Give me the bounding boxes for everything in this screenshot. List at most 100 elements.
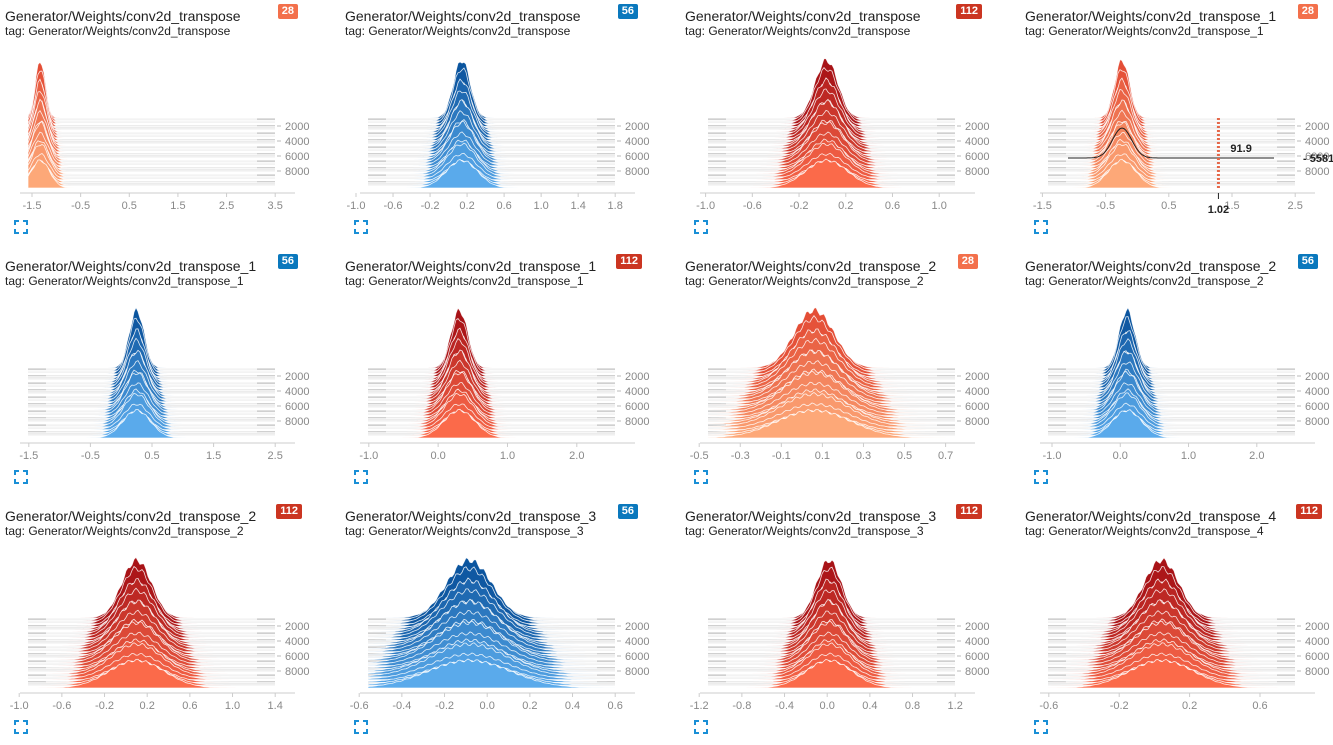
chart-title: Generator/Weights/conv2d_transpose_4 <box>1025 508 1277 524</box>
histogram-ridge <box>27 63 275 119</box>
histogram-card: Generator/Weights/conv2d_transpose_1 tag… <box>340 250 660 490</box>
histogram-plot[interactable]: 2000 4000 6000 8000 -1.0 -0.6 -0.2 0.2 0.6 1.0 1.4… <box>340 40 660 215</box>
y-tick-label: 4000 <box>965 636 989 648</box>
histogram-ridge <box>28 410 275 433</box>
fullscreen-icon[interactable] <box>14 220 28 234</box>
histogram-plot[interactable]: 2000 4000 6000 8000 -0.6 -0.4 -0.2 0.0 0.2 0.4 0.6 <box>340 540 660 715</box>
fullscreen-icon[interactable] <box>354 720 368 734</box>
x-tick-label: 1.5 <box>206 450 221 462</box>
histogram-ridge <box>368 160 615 186</box>
x-tick-label: 0.2 <box>838 200 853 212</box>
histogram-ridge <box>368 118 615 161</box>
fullscreen-icon[interactable] <box>1034 220 1048 234</box>
histogram-ridge <box>368 403 615 430</box>
y-tick-label: 4000 <box>1305 386 1329 398</box>
y-tick-label: 4000 <box>1305 136 1329 148</box>
histogram-ridge <box>368 64 615 119</box>
x-tick-label: -0.6 <box>350 700 369 712</box>
y-tick-label: 6000 <box>285 401 309 413</box>
y-tick-label: 4000 <box>625 136 649 148</box>
histogram-plot[interactable]: 2000 4000 6000 8000 -1.0 0.0 1.0 2.0 <box>1020 290 1333 465</box>
histogram-ridge <box>28 392 275 428</box>
histogram-plot[interactable]: 2000 4000 6000 8000 -1.5 -0.5 0.5 1.5 2.5 <box>0 290 320 465</box>
y-tick-label: 4000 <box>965 386 989 398</box>
y-tick-label: 6000 <box>965 401 989 413</box>
chart-tag: tag: Generator/Weights/conv2d_transpose_… <box>345 274 584 288</box>
histogram-ridge <box>28 337 275 388</box>
histogram-ridge <box>1048 88 1295 138</box>
x-tick-label: 1.0 <box>500 450 515 462</box>
x-tick-label: -0.1 <box>772 450 791 462</box>
x-tick-label: 0.2 <box>1182 700 1197 712</box>
x-tick-label: 2.5 <box>268 450 283 462</box>
fullscreen-icon[interactable] <box>1034 470 1048 484</box>
fullscreen-icon[interactable] <box>354 220 368 234</box>
y-tick-label: 4000 <box>965 136 989 148</box>
chart-tag: tag: Generator/Weights/conv2d_transpose_… <box>1025 524 1264 538</box>
x-tick-label: 2.5 <box>1288 200 1303 212</box>
histogram-ridge <box>1048 330 1295 386</box>
histogram-card: Generator/Weights/conv2d_transpose_1 tag… <box>1020 0 1333 240</box>
x-tick-label: -1.0 <box>347 200 366 212</box>
histogram-ridge <box>28 334 275 377</box>
histogram-card: Generator/Weights/conv2d_transpose_2 tag… <box>0 500 320 740</box>
chart-title: Generator/Weights/conv2d_transpose_1 <box>1025 8 1277 24</box>
histogram-ridge <box>1048 331 1295 377</box>
x-tick-label: 0.5 <box>144 450 159 462</box>
x-tick-label: 0.2 <box>140 700 155 712</box>
x-tick-label: 0.8 <box>905 700 920 712</box>
histogram-plot[interactable]: 2000 4000 6000 8000 -1.0 0.0 1.0 2.0 <box>340 290 660 465</box>
histogram-card: Generator/Weights/conv2d_transpose_2 tag… <box>1020 250 1333 490</box>
fullscreen-icon[interactable] <box>694 470 708 484</box>
histogram-plot[interactable]: 2000 4000 6000 8000 -1.2 -0.8 -0.4 0.0 0.4 0.8 1.2 <box>680 540 1000 715</box>
fullscreen-icon[interactable] <box>694 720 708 734</box>
x-tick-label: -0.2 <box>790 200 809 212</box>
histogram-plot[interactable]: 2000 4000 6000 8000 -1.5 -0.5 0.5 1.5 2.5 3.5 <box>0 40 320 215</box>
chart-title: Generator/Weights/conv2d_transpose_2 <box>5 508 257 524</box>
histogram-plot[interactable]: 2000 4000 6000 8000 -1.0 -0.6 -0.2 0.2 0.6 1.0 1.4 <box>0 540 320 715</box>
histogram-ridge <box>708 658 955 689</box>
x-tick-label: 0.6 <box>496 200 511 212</box>
x-tick-label: -0.2 <box>1110 700 1129 712</box>
x-tick-label: -0.5 <box>1096 200 1115 212</box>
fullscreen-icon[interactable] <box>694 220 708 234</box>
histogram-plot[interactable]: 2000 4000 6000 8000 -1.0 -0.6 -0.2 0.2 0.6 1.0 <box>680 40 1000 215</box>
x-tick-label: 1.0 <box>932 200 947 212</box>
chart-tag: tag: Generator/Weights/conv2d_transpose_… <box>1025 274 1264 288</box>
histogram-ridge <box>368 317 615 374</box>
chart-title: Generator/Weights/conv2d_transpose_1 <box>5 258 257 274</box>
histogram-ridge <box>1048 338 1295 388</box>
histogram-plot[interactable]: 2000 4000 6000 8000 -0.5 -0.3 -0.1 0.1 0.3 0.5 0.7 <box>680 290 1000 465</box>
x-tick-label: 0.6 <box>608 700 623 712</box>
histogram-plot[interactable]: 2000 4000 6000 8000 -0.6 -0.2 0.2 0.6 <box>1020 540 1333 715</box>
x-tick-label: 0.0 <box>1113 450 1128 462</box>
chart-title: Generator/Weights/conv2d_transpose <box>345 8 581 24</box>
histogram-plot[interactable]: 2000 4000 6000 8000 -1.5 -0.5 0.5 1.5 2.5 91.9 - 5… <box>1020 40 1333 215</box>
x-tick-label: 2.0 <box>1249 450 1264 462</box>
fullscreen-icon[interactable] <box>14 470 28 484</box>
chart-title: Generator/Weights/conv2d_transpose_3 <box>685 508 937 524</box>
histogram-card: Generator/Weights/conv2d_transpose tag: … <box>680 0 1000 240</box>
histogram-ridge <box>1048 69 1295 124</box>
histogram-card: Generator/Weights/conv2d_transpose_3 tag… <box>340 500 660 740</box>
y-tick-label: 2000 <box>1305 371 1329 383</box>
chart-title: Generator/Weights/conv2d_transpose <box>5 8 241 24</box>
y-tick-label: 6000 <box>625 401 649 413</box>
histogram-ridge <box>368 99 615 147</box>
fullscreen-icon[interactable] <box>1034 720 1048 734</box>
chart-tag: tag: Generator/Weights/conv2d_transpose <box>5 24 231 38</box>
x-tick-label: 0.0 <box>430 450 445 462</box>
x-tick-label: -1.0 <box>696 200 715 212</box>
y-tick-label: 6000 <box>965 151 989 163</box>
y-tick-label: 8000 <box>285 666 309 678</box>
histogram-ridge <box>368 359 615 402</box>
x-tick-label: 2.5 <box>219 200 234 212</box>
fullscreen-icon[interactable] <box>354 470 368 484</box>
histogram-ridge <box>707 408 955 439</box>
chart-tag: tag: Generator/Weights/conv2d_transpose_… <box>345 524 584 538</box>
fullscreen-icon[interactable] <box>14 720 28 734</box>
histogram-card: Generator/Weights/conv2d_transpose_4 tag… <box>1020 500 1333 740</box>
y-tick-label: 4000 <box>285 636 309 648</box>
run-badge: 112 <box>956 4 982 19</box>
chart-tag: tag: Generator/Weights/conv2d_transpose_… <box>5 274 244 288</box>
